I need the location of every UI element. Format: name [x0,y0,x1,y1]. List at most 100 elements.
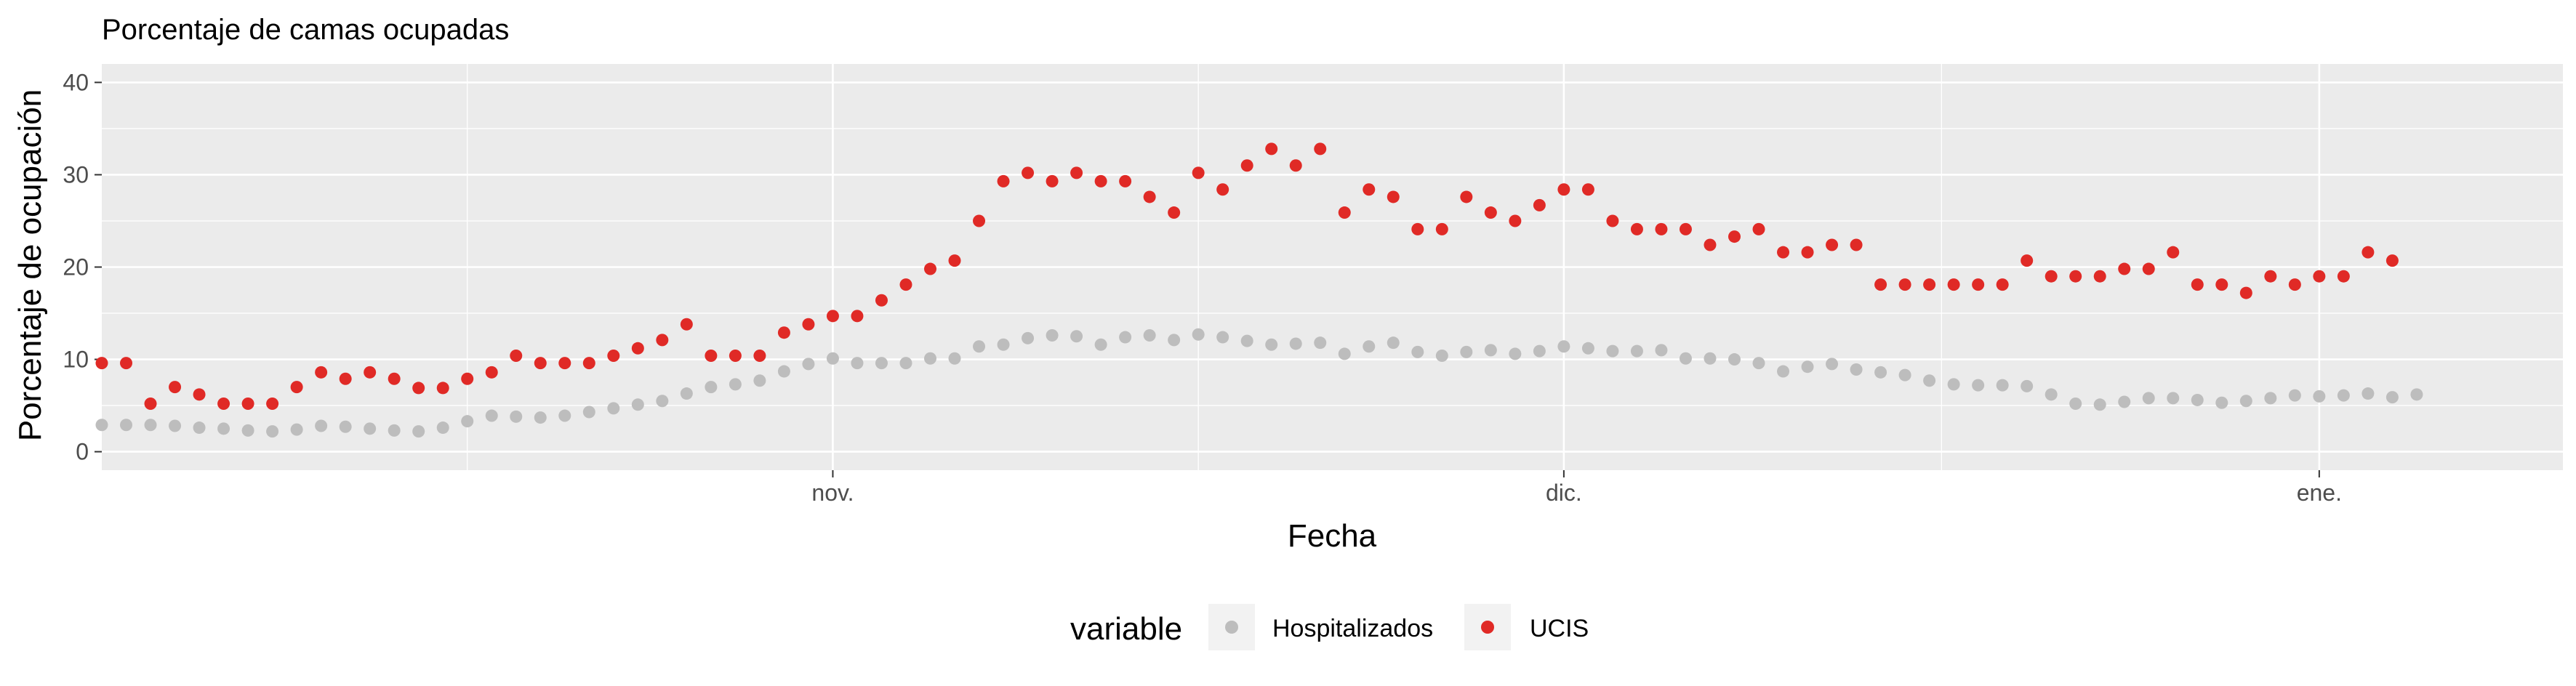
point-ucis [2191,278,2204,291]
point-ucis [2142,262,2155,275]
point-ucis [1387,190,1400,203]
point-hospitalizados [1777,365,1790,378]
point-hospitalizados [1679,352,1692,365]
point-ucis [607,349,620,362]
point-hospitalizados [705,381,718,394]
point-hospitalizados [2142,392,2155,405]
point-hospitalizados [120,419,133,432]
point-hospitalizados [1996,379,2009,392]
point-hospitalizados [2021,379,2034,392]
point-hospitalizados [1435,349,1448,362]
point-ucis [2288,278,2301,291]
point-hospitalizados [1704,352,1717,365]
point-ucis [1704,238,1717,251]
point-hospitalizados [1826,358,1839,371]
point-hospitalizados [802,358,815,371]
point-ucis [1338,206,1351,219]
point-hospitalizados [290,423,303,436]
x-axis: nov. dic. ene. [811,470,2342,506]
point-ucis [1046,174,1059,187]
point-ucis [802,318,815,331]
point-hospitalizados [1265,338,1278,351]
point-ucis [973,214,986,227]
point-ucis [2021,254,2034,267]
point-ucis [1777,246,1790,259]
point-ucis [1972,278,1985,291]
point-ucis [2045,270,2058,283]
point-ucis [1801,246,1814,259]
point-ucis [1119,174,1132,187]
point-ucis [1289,159,1302,172]
point-hospitalizados [656,395,669,408]
point-ucis [729,349,742,362]
point-ucis [2264,270,2277,283]
point-hospitalizados [631,398,644,411]
point-hospitalizados [266,425,279,438]
point-ucis [851,310,864,323]
point-hospitalizados [1216,331,1229,344]
point-ucis [1070,166,1083,179]
point-hospitalizados [1509,347,1522,360]
point-hospitalizados [388,424,401,437]
point-hospitalizados [1874,366,1887,379]
point-ucis [1679,222,1692,235]
point-ucis [1363,183,1376,196]
legend: variable Hospitalizados UCIS [1070,604,1589,650]
point-hospitalizados [2362,387,2375,400]
point-hospitalizados [1143,329,1156,342]
point-ucis [1655,222,1668,235]
point-hospitalizados [1363,340,1376,353]
x-axis-title: Fecha [1288,518,1377,554]
point-hospitalizados [1728,353,1741,366]
point-hospitalizados [1168,334,1181,347]
point-ucis [1728,230,1741,243]
point-ucis [388,372,401,385]
point-ucis [510,349,523,362]
point-hospitalizados [1387,336,1400,350]
point-ucis [777,326,790,339]
legend-label-ucis: UCIS [1530,615,1589,642]
legend-point-hospitalizados [1225,621,1238,634]
point-hospitalizados [1094,338,1107,351]
point-hospitalizados [339,420,352,433]
point-ucis [1022,166,1035,179]
point-ucis [1509,214,1522,227]
point-hospitalizados [680,387,693,400]
point-hospitalizados [924,352,937,365]
point-ucis [485,366,498,379]
point-ucis [1826,238,1839,251]
y-axis-title: Porcentaje de ocupación [12,89,48,441]
x-tick-label: dic. [1546,480,1582,506]
point-ucis [1460,190,1473,203]
point-hospitalizados [1630,344,1643,358]
point-ucis [631,342,644,355]
point-ucis [2337,270,2350,283]
point-hospitalizados [2215,396,2228,409]
point-ucis [656,334,669,347]
point-ucis [2167,246,2180,259]
point-ucis [2069,270,2082,283]
point-hospitalizados [1557,340,1570,353]
point-ucis [1923,278,1936,291]
y-axis: 0 10 20 30 40 [63,69,102,465]
point-ucis [1484,206,1497,219]
point-hospitalizados [973,340,986,353]
point-hospitalizados [1314,336,1327,350]
point-hospitalizados [2410,388,2423,401]
point-hospitalizados [1801,360,1814,374]
point-hospitalizados [1606,344,1619,358]
point-ucis [339,372,352,385]
point-hospitalizados [217,422,230,435]
chart-title: Porcentaje de camas ocupadas [102,14,509,46]
point-ucis [2362,246,2375,259]
point-ucis [1581,183,1594,196]
point-ucis [1606,214,1619,227]
point-hospitalizados [1022,331,1035,344]
point-ucis [875,294,888,307]
point-hospitalizados [364,422,377,435]
point-ucis [95,357,108,370]
y-tick-label: 40 [63,69,89,95]
y-tick-label: 0 [76,439,89,465]
y-tick-label: 30 [63,161,89,187]
point-ucis [1898,278,1911,291]
